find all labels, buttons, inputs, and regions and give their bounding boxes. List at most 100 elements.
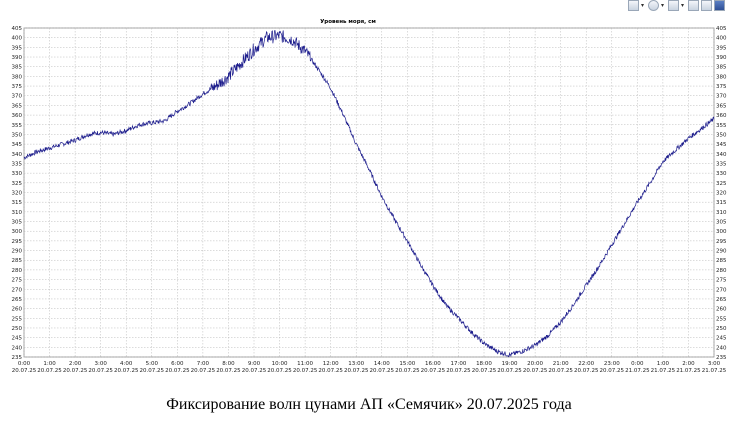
y-tick-label-left: 300 bbox=[12, 229, 23, 235]
x-tick-time: 2:00 bbox=[682, 361, 695, 367]
y-tick-label-right: 390 bbox=[716, 55, 727, 61]
x-tick-date: 20.07.25 bbox=[216, 368, 241, 374]
print-icon[interactable] bbox=[701, 0, 712, 11]
y-tick-label-left: 395 bbox=[12, 45, 23, 51]
x-tick-time: 21:00 bbox=[553, 361, 569, 367]
y-tick-label-left: 325 bbox=[12, 181, 23, 187]
x-tick-time: 19:00 bbox=[502, 361, 518, 367]
y-tick-label-right: 380 bbox=[716, 74, 727, 80]
y-tick-label-right: 295 bbox=[716, 239, 727, 245]
x-tick-date: 20.07.25 bbox=[191, 368, 216, 374]
y-tick-label-left: 390 bbox=[12, 55, 23, 61]
y-tick-label-left: 270 bbox=[12, 287, 23, 293]
y-tick-label-right: 270 bbox=[716, 287, 727, 293]
bar-chart-icon[interactable] bbox=[628, 0, 639, 11]
y-tick-label-left: 295 bbox=[12, 239, 23, 245]
x-tick-date: 20.07.25 bbox=[318, 368, 343, 374]
save-icon[interactable] bbox=[714, 0, 725, 11]
x-tick-date: 21.07.25 bbox=[625, 368, 650, 374]
x-tick-date: 21.07.25 bbox=[676, 368, 701, 374]
y-tick-label-left: 385 bbox=[12, 65, 23, 71]
cursor-icon[interactable] bbox=[668, 0, 679, 11]
x-tick-time: 18:00 bbox=[476, 361, 492, 367]
y-tick-label-left: 260 bbox=[12, 307, 23, 313]
sea-level-line bbox=[23, 30, 715, 358]
grid-lines bbox=[23, 27, 715, 358]
y-tick-label-right: 340 bbox=[716, 152, 727, 158]
y-tick-label-right: 305 bbox=[716, 220, 727, 226]
y-tick-label-right: 255 bbox=[716, 316, 727, 322]
x-tick-time: 17:00 bbox=[451, 361, 467, 367]
y-tick-label-left: 250 bbox=[12, 326, 23, 332]
y-tick-label-left: 400 bbox=[12, 36, 23, 42]
y-tick-label-right: 375 bbox=[716, 84, 727, 90]
x-tick-time: 8:00 bbox=[222, 361, 235, 367]
x-tick-time: 9:00 bbox=[248, 361, 261, 367]
x-tick-date: 20.07.25 bbox=[370, 368, 395, 374]
x-tick-time: 1:00 bbox=[43, 361, 56, 367]
x-tick-date: 20.07.25 bbox=[497, 368, 522, 374]
x-tick-time: 0:00 bbox=[18, 361, 31, 367]
y-tick-label-left: 370 bbox=[12, 94, 23, 100]
x-tick-time: 4:00 bbox=[120, 361, 133, 367]
x-tick-date: 20.07.25 bbox=[344, 368, 369, 374]
y-tick-label-right: 235 bbox=[716, 355, 727, 361]
y-tick-label-left: 335 bbox=[12, 161, 23, 167]
x-tick-date: 21.07.25 bbox=[702, 368, 727, 374]
x-tick-date: 20.07.25 bbox=[114, 368, 139, 374]
y-tick-label-right: 320 bbox=[716, 191, 727, 197]
y-tick-label-left: 320 bbox=[12, 191, 23, 197]
x-tick-date: 20.07.25 bbox=[472, 368, 497, 374]
x-tick-date: 20.07.25 bbox=[37, 368, 62, 374]
x-tick-time: 15:00 bbox=[399, 361, 415, 367]
y-tick-label-left: 255 bbox=[12, 316, 23, 322]
x-tick-time: 0:00 bbox=[631, 361, 644, 367]
y-tick-label-right: 350 bbox=[716, 132, 727, 138]
x-tick-time: 22:00 bbox=[578, 361, 594, 367]
x-tick-date: 20.07.25 bbox=[446, 368, 471, 374]
x-tick-time: 6:00 bbox=[171, 361, 184, 367]
x-tick-date: 20.07.25 bbox=[293, 368, 318, 374]
x-tick-time: 13:00 bbox=[348, 361, 364, 367]
y-tick-label-right: 405 bbox=[716, 26, 727, 32]
x-tick-date: 20.07.25 bbox=[242, 368, 267, 374]
x-tick-time: 23:00 bbox=[604, 361, 620, 367]
y-tick-label-left: 375 bbox=[12, 84, 23, 90]
chart-window: 235 240 245 250 255 260 265 270 275 280 285 290 295 3… bbox=[0, 0, 738, 390]
y-tick-label-left: 290 bbox=[12, 249, 23, 255]
y-tick-label-left: 360 bbox=[12, 113, 23, 119]
y-tick-label-right: 330 bbox=[716, 171, 727, 177]
y-tick-label-right: 315 bbox=[716, 200, 727, 206]
y-tick-label-right: 400 bbox=[716, 36, 727, 42]
x-tick-date: 20.07.25 bbox=[88, 368, 113, 374]
y-tick-label-left: 345 bbox=[12, 142, 23, 148]
x-tick-date: 20.07.25 bbox=[395, 368, 420, 374]
x-tick-time: 5:00 bbox=[146, 361, 159, 367]
y-tick-label-right: 355 bbox=[716, 123, 727, 129]
chevron-down-icon[interactable]: ▾ bbox=[661, 3, 665, 9]
y-tick-label-left: 355 bbox=[12, 123, 23, 129]
chevron-down-icon[interactable]: ▾ bbox=[641, 3, 645, 9]
zoom-icon[interactable] bbox=[688, 0, 699, 11]
x-tick-date: 20.07.25 bbox=[165, 368, 190, 374]
chart-background bbox=[0, 0, 738, 390]
y-axis-left: 235 240 245 250 255 260 265 270 275 280 285 290 295 3… bbox=[12, 26, 23, 361]
x-tick-date: 20.07.25 bbox=[140, 368, 165, 374]
x-tick-date: 20.07.25 bbox=[523, 368, 548, 374]
chevron-down-icon[interactable]: ▾ bbox=[681, 3, 685, 9]
y-tick-label-left: 280 bbox=[12, 268, 23, 274]
y-tick-label-left: 245 bbox=[12, 336, 23, 342]
settings-icon[interactable] bbox=[648, 0, 659, 11]
y-tick-label-left: 380 bbox=[12, 74, 23, 80]
y-tick-label-left: 235 bbox=[12, 355, 23, 361]
x-tick-date: 20.07.25 bbox=[421, 368, 446, 374]
x-tick-date: 20.07.25 bbox=[267, 368, 292, 374]
y-tick-label-left: 350 bbox=[12, 132, 23, 138]
x-tick-time: 3:00 bbox=[94, 361, 107, 367]
y-tick-label-right: 345 bbox=[716, 142, 727, 148]
y-tick-label-right: 280 bbox=[716, 268, 727, 274]
y-tick-label-right: 365 bbox=[716, 103, 727, 109]
y-tick-label-right: 325 bbox=[716, 181, 727, 187]
x-tick-date: 20.07.25 bbox=[63, 368, 88, 374]
y-tick-label-right: 310 bbox=[716, 210, 727, 216]
